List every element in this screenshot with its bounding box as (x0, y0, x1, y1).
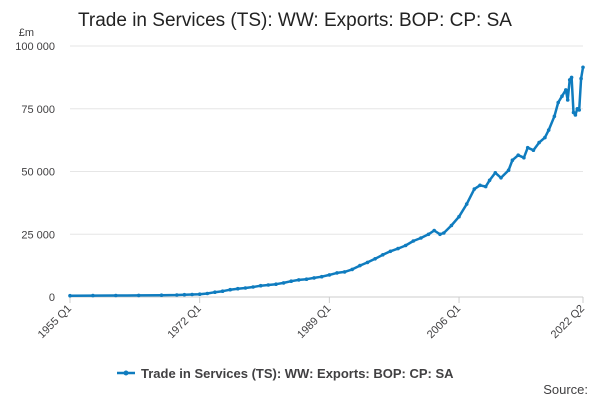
data-point[interactable] (543, 135, 547, 140)
series-line[interactable] (69, 67, 585, 297)
data-point[interactable] (516, 153, 520, 157)
data-point[interactable] (522, 155, 526, 160)
data-point[interactable] (565, 98, 570, 102)
data-point[interactable] (487, 178, 492, 183)
data-point[interactable] (581, 65, 585, 70)
legend[interactable]: Trade in Services (TS): WW: Exports: BOP… (117, 366, 454, 381)
data-point[interactable] (567, 78, 572, 82)
data-point[interactable] (327, 273, 332, 277)
data-point[interactable] (266, 283, 271, 287)
data-point[interactable] (464, 202, 469, 206)
data-point[interactable] (457, 214, 461, 219)
data-point[interactable] (478, 183, 482, 188)
legend-label: Trade in Services (TS): WW: Exports: BOP… (141, 366, 454, 381)
data-point[interactable] (220, 289, 225, 294)
data-point[interactable] (136, 293, 141, 298)
x-axis (69, 296, 584, 303)
x-axis-tick-labels: 1955 Q1 1972 Q1 1989 Q1 2006 Q1 2022 Q2 (36, 303, 587, 341)
data-point[interactable] (564, 88, 568, 92)
data-point[interactable] (91, 293, 95, 298)
data-point[interactable] (228, 287, 232, 292)
data-point[interactable] (571, 110, 576, 115)
source-label: Source: (543, 382, 588, 397)
data-point[interactable] (197, 292, 202, 297)
data-point[interactable] (213, 290, 217, 295)
y-tick-label: 75 000 (21, 104, 55, 116)
data-point[interactable] (403, 243, 408, 248)
data-point[interactable] (506, 168, 511, 172)
chart-title: Trade in Services (TS): WW: Exports: BOP… (78, 10, 512, 31)
data-point[interactable] (342, 270, 347, 274)
data-point[interactable] (281, 281, 286, 285)
data-point[interactable] (573, 113, 578, 117)
data-point[interactable] (438, 232, 442, 237)
data-point[interactable] (388, 249, 393, 254)
data-point[interactable] (312, 276, 316, 280)
data-point[interactable] (350, 267, 355, 272)
data-point[interactable] (373, 257, 377, 261)
data-point[interactable] (396, 246, 400, 251)
data-point[interactable] (251, 285, 255, 289)
data-point[interactable] (442, 231, 446, 235)
data-point[interactable] (297, 278, 301, 282)
y-tick-label: 50 000 (21, 167, 55, 179)
data-point[interactable] (560, 94, 564, 98)
data-point[interactable] (289, 279, 294, 284)
data-point[interactable] (472, 187, 477, 191)
data-point[interactable] (159, 293, 164, 298)
gridlines (70, 45, 583, 235)
data-point[interactable] (432, 228, 437, 233)
data-point[interactable] (68, 293, 72, 298)
data-point[interactable] (243, 286, 248, 290)
data-point[interactable] (546, 128, 551, 132)
series-layer (68, 65, 585, 298)
data-point[interactable] (531, 148, 536, 152)
data-point[interactable] (449, 223, 454, 228)
data-point[interactable] (358, 263, 362, 268)
data-point[interactable] (525, 145, 530, 150)
data-point[interactable] (365, 260, 370, 265)
legend-marker (123, 370, 129, 376)
data-point[interactable] (569, 75, 574, 80)
data-point[interactable] (510, 158, 515, 162)
x-tick-label: 1989 Q1 (295, 303, 333, 341)
data-point[interactable] (556, 100, 560, 105)
x-tick-label: 2006 Q1 (425, 303, 463, 341)
data-point[interactable] (335, 271, 339, 275)
data-point[interactable] (499, 176, 503, 180)
data-point[interactable] (426, 232, 431, 237)
x-tick-label: 1955 Q1 (36, 303, 74, 341)
x-tick-label: 2022 Q2 (549, 303, 587, 341)
data-point[interactable] (411, 239, 416, 243)
y-axis-unit: £m (19, 27, 34, 39)
data-point[interactable] (205, 291, 210, 296)
data-point[interactable] (182, 292, 187, 297)
data-point[interactable] (304, 277, 309, 282)
data-point[interactable] (419, 236, 423, 240)
y-tick-label: 0 (49, 292, 55, 304)
x-tick-label: 1972 Q1 (165, 303, 203, 341)
data-point[interactable] (552, 114, 557, 119)
data-point[interactable] (381, 253, 385, 257)
data-point[interactable] (114, 293, 118, 298)
data-point[interactable] (537, 140, 541, 145)
y-tick-label: 100 000 (15, 41, 55, 53)
data-point[interactable] (258, 283, 263, 288)
data-point[interactable] (274, 282, 278, 287)
data-point[interactable] (175, 293, 179, 297)
data-point[interactable] (483, 184, 488, 189)
data-point[interactable] (577, 108, 581, 112)
y-tick-label: 25 000 (21, 229, 55, 241)
data-point[interactable] (190, 292, 194, 297)
y-axis-tick-labels: 0 25 000 50 000 75 000 100 000 (15, 41, 55, 304)
data-point[interactable] (319, 274, 324, 279)
data-point[interactable] (579, 76, 583, 81)
data-point[interactable] (236, 286, 240, 291)
data-point[interactable] (493, 171, 498, 175)
